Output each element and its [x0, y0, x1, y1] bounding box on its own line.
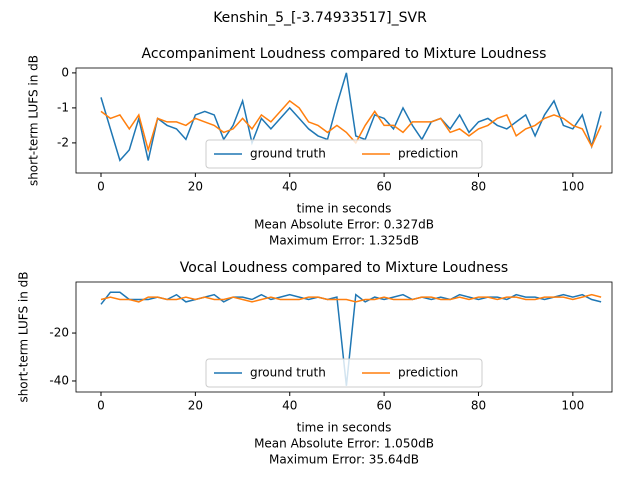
- y-tick-label: 0: [61, 65, 69, 79]
- annotation: Mean Absolute Error: 0.327dB: [254, 218, 434, 232]
- x-axis-label: time in seconds: [297, 202, 392, 216]
- legend-label: ground truth: [250, 147, 326, 161]
- legend-label: prediction: [398, 147, 458, 161]
- x-tick-label: 20: [188, 180, 203, 194]
- x-tick-label: 60: [376, 180, 391, 194]
- y-tick-label: -1: [57, 100, 69, 114]
- x-tick-label: 100: [561, 180, 584, 194]
- figure-title: Kenshin_5_[-3.74933517]_SVR: [213, 10, 427, 26]
- legend-label: ground truth: [250, 366, 326, 380]
- line-series: [100, 99, 602, 153]
- x-tick-label: 60: [376, 399, 391, 413]
- axes-frame: [75, 281, 613, 393]
- line-series: [100, 291, 602, 386]
- x-tick-label: 80: [471, 180, 486, 194]
- annotation: Maximum Error: 35.64dB: [269, 453, 419, 467]
- y-axis-label: short-term LUFS in dB: [17, 271, 31, 402]
- line-series: [100, 293, 602, 303]
- y-tick-label: -2: [57, 135, 69, 149]
- x-axis-label: time in seconds: [297, 421, 392, 435]
- x-tick-label: 100: [561, 399, 584, 413]
- annotation: Maximum Error: 1.325dB: [269, 234, 419, 248]
- x-tick-label: 40: [282, 399, 297, 413]
- legend-box: [205, 139, 483, 169]
- x-tick-label: 80: [471, 399, 486, 413]
- y-axis-label: short-term LUFS in dB: [27, 55, 41, 186]
- axes-frame: [75, 67, 613, 174]
- y-tick-label: -40: [49, 373, 69, 387]
- x-tick-label: 0: [97, 180, 105, 194]
- x-tick-label: 20: [188, 399, 203, 413]
- y-tick-label: -20: [49, 326, 69, 340]
- chart-title: Vocal Loudness compared to Mixture Loudn…: [180, 260, 508, 276]
- legend-label: prediction: [398, 366, 458, 380]
- x-tick-label: 0: [97, 399, 105, 413]
- legend-box: [205, 358, 483, 388]
- x-tick-label: 40: [282, 180, 297, 194]
- line-series: [100, 72, 602, 162]
- chart-title: Accompaniment Loudness compared to Mixtu…: [142, 46, 547, 62]
- annotation: Mean Absolute Error: 1.050dB: [254, 437, 434, 451]
